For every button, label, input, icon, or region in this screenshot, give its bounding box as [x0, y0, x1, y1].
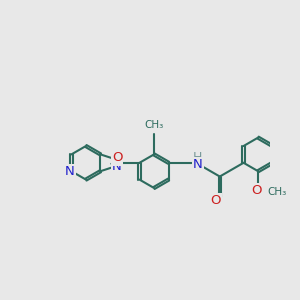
Text: N: N	[65, 165, 75, 178]
Text: H: H	[193, 152, 202, 164]
Text: CH₃: CH₃	[267, 187, 286, 196]
Text: N: N	[112, 160, 121, 173]
Text: O: O	[112, 152, 122, 164]
Text: N: N	[193, 158, 202, 171]
Text: O: O	[251, 184, 262, 197]
Text: O: O	[211, 194, 221, 207]
Text: CH₃: CH₃	[144, 120, 164, 130]
